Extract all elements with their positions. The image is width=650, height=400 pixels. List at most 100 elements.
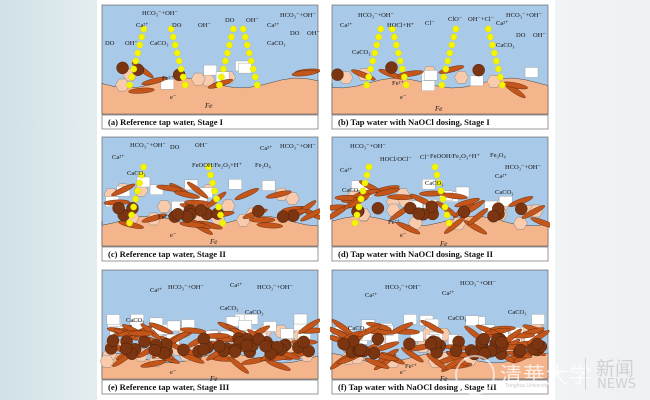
electron-transfer-path <box>207 171 214 179</box>
electron-label: e⁻ <box>170 94 177 101</box>
electron-transfer-path <box>494 65 502 73</box>
electron-transfer-path <box>443 211 451 219</box>
panel-caption: (d) Tap water with NaOCl dosing, Stage I… <box>338 249 494 259</box>
oxide-particle <box>112 201 125 215</box>
chemical-label: CaCO₃ <box>508 309 527 316</box>
electron-transfer-path <box>167 25 175 33</box>
chemical-label: Ca²⁺ <box>150 287 163 294</box>
oxide-particle <box>477 332 490 346</box>
oxide-rod <box>441 192 468 200</box>
electron-transfer-path <box>171 41 179 49</box>
oxide-particle <box>514 343 527 357</box>
chemical-label: Fe₃O₄ <box>490 152 506 159</box>
panel-caption: (f) Tap water with NaOCl dosing , Stage … <box>338 382 497 392</box>
electron-transfer-path <box>441 203 449 211</box>
panel-d: HCO₃⁻+OH⁻ HOCl/OCl⁻ Cl⁻ FeOOH/Fe₂O₃+H⁺ Fe₃O₄… <box>330 135 550 263</box>
electron-transfer-path <box>128 73 136 81</box>
iron-label: Fe <box>435 105 443 113</box>
electron-transfer-path <box>134 187 141 195</box>
oxide-particle <box>371 202 385 215</box>
chemical-label: CaCO₃ <box>220 305 239 312</box>
calcite-cube <box>531 314 545 325</box>
panel-a-illustration <box>101 4 320 130</box>
oxide-rod <box>300 208 320 222</box>
chemical-label: HCO₃⁻+OH⁻ <box>385 284 421 291</box>
chemical-label: Ca²⁺ <box>112 154 125 161</box>
oxide-rod <box>364 357 390 369</box>
electron-transfer-path <box>492 57 500 65</box>
calcite-cube <box>469 75 484 87</box>
oxide-particle <box>116 61 129 75</box>
electron-transfer-path <box>359 187 367 195</box>
oxide-particle <box>403 337 416 351</box>
oxide-rod <box>141 76 168 86</box>
electron-transfer-path <box>173 49 181 57</box>
chemical-label: Cl⁻ <box>425 20 435 27</box>
electron-transfer-path <box>175 57 183 65</box>
chemical-label: Ca²⁺ <box>495 173 508 180</box>
oxide-particle <box>472 63 485 77</box>
panel-caption: (a) Reference tap water, Stage I <box>108 117 224 127</box>
calcite-cube <box>499 196 513 207</box>
chemical-label: OH⁻ <box>198 22 211 29</box>
electron-transfer-path <box>498 81 506 89</box>
chemical-label: CaCO₃ <box>126 317 145 324</box>
chemical-label: FeOOH/Fe₂O₃+H⁺ <box>192 162 242 169</box>
caption-box <box>101 246 319 262</box>
electron-transfer-path <box>130 203 137 211</box>
calcite-cube <box>106 314 121 325</box>
electron-transfer-path <box>371 49 379 57</box>
oxide-rod <box>179 221 206 228</box>
electron-transfer-path <box>245 49 253 57</box>
chemical-label: Fe²⁺ <box>162 75 174 82</box>
chemical-label: CaCO₃ <box>425 180 444 187</box>
electron-transfer-path <box>251 73 259 81</box>
electron-transfer-path <box>224 49 231 57</box>
chemical-label: CaCO₃ <box>127 170 146 177</box>
hexagon-particle <box>100 355 115 368</box>
chemical-label: HOCl/OCl⁻ <box>380 156 412 163</box>
electron-transfer-path <box>353 211 361 219</box>
chemical-label: HCO₃⁻+OH⁻ <box>280 12 316 19</box>
electron-transfer-path <box>128 211 135 219</box>
iron-label: Fe <box>205 102 213 110</box>
chemical-label: OH⁻ <box>125 40 138 47</box>
panel-caption: (e) Reference tap water, Stage III <box>108 382 230 392</box>
electron-transfer-path <box>132 57 140 65</box>
oxide-particle <box>487 209 500 223</box>
watermark-news: NEWS <box>597 377 637 392</box>
oxide-particle <box>213 339 226 353</box>
oxide-rod <box>265 190 292 199</box>
iron-label: Fe <box>440 375 448 383</box>
electron-transfer-path <box>136 41 144 49</box>
electron-transfer-path <box>435 179 443 187</box>
electron-transfer-path <box>361 179 369 187</box>
caption-box <box>331 114 549 130</box>
chemical-label: CaCO₃ <box>267 40 286 47</box>
electron-transfer-path <box>388 25 396 33</box>
chemical-label: Ca²⁺ <box>365 292 378 299</box>
electron-transfer-path <box>367 65 375 73</box>
electron-transfer-path <box>213 195 220 203</box>
watermark-university-en: Tsinghua University <box>505 383 549 389</box>
electron-transfer-path <box>400 73 408 81</box>
calcite-cube <box>160 79 175 90</box>
chemical-label: FeOOH/Fe₂O₃+H⁺ <box>430 153 480 160</box>
electron-transfer-path <box>439 195 447 203</box>
panel-b: Ca²⁺ HCO₃⁻+OH⁻ HOCl+H⁺ Cl⁻ CaCO₃ ClO⁻ OH⁻+Cl⁻ H… <box>330 3 550 131</box>
electron-transfer-path <box>375 33 383 41</box>
electron-transfer-path <box>138 33 146 41</box>
hexagon-particle <box>156 200 172 213</box>
electron-label: e⁻ <box>400 232 407 239</box>
electron-transfer-path <box>126 219 133 227</box>
oxide-particle <box>424 337 438 350</box>
electron-transfer-path <box>177 65 185 73</box>
electron-transfer-path <box>218 73 225 81</box>
oxide-rod <box>128 87 155 94</box>
electron-transfer-path <box>249 65 257 73</box>
chemical-label: DO <box>105 40 115 47</box>
chemical-label: CaCO₃ <box>448 315 467 322</box>
electron-transfer-path <box>398 65 406 73</box>
oxide-rod <box>156 184 183 192</box>
calcite-cube <box>293 313 308 325</box>
